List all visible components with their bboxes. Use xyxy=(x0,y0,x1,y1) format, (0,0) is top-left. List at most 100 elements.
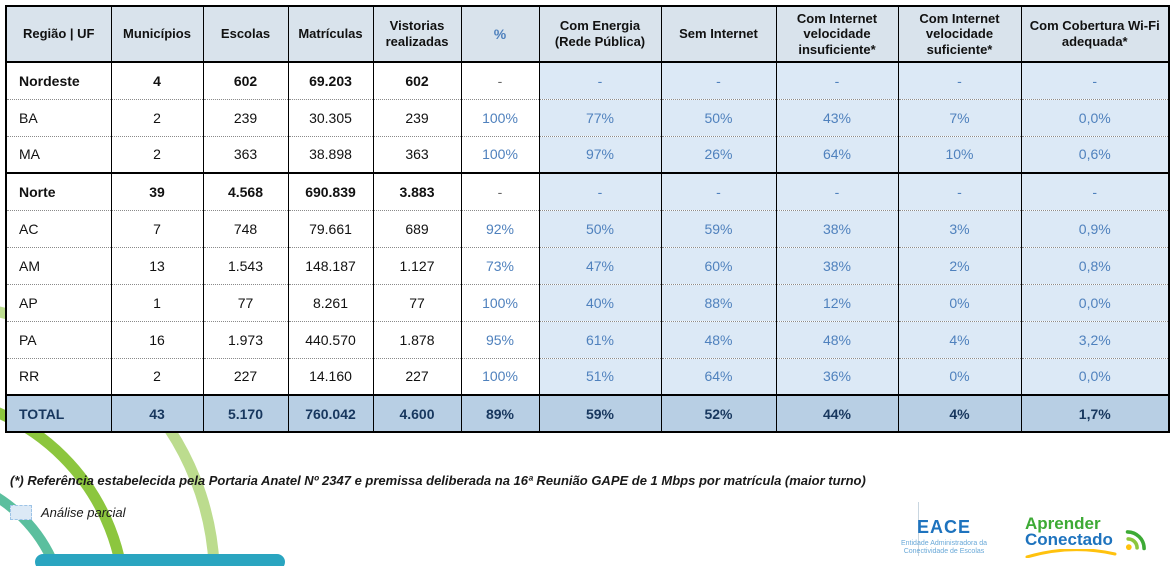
table-cell: 100% xyxy=(460,283,540,321)
table-cell: 30.305 xyxy=(287,98,374,136)
table-cell: 64% xyxy=(775,135,899,173)
aprender-label: Aprender xyxy=(1025,513,1101,533)
table-cell: 0,0% xyxy=(1020,357,1170,395)
table-cell: 38% xyxy=(775,246,899,284)
table-cell: 38.898 xyxy=(287,135,374,173)
eace-logo: EACE Entidade Administradora da Conectiv… xyxy=(889,517,999,558)
table-row-am: AM 13 1.543 148.187 1.127 73% 47% 60% 38% 2% 0,8% xyxy=(5,246,1170,284)
table-cell: - xyxy=(775,61,899,99)
table-cell: 1,7% xyxy=(1020,394,1170,432)
table-cell: 7 xyxy=(110,209,204,247)
table-cell: 43% xyxy=(775,98,899,136)
table-cell: - xyxy=(460,61,540,99)
table-cell: 2 xyxy=(110,135,204,173)
table-cell: 10% xyxy=(897,135,1022,173)
table-cell: 60% xyxy=(660,246,777,284)
table-cell: 12% xyxy=(775,283,899,321)
table-cell: 1 xyxy=(110,283,204,321)
aprender-conectado-text: Aprender Conectado xyxy=(1025,513,1117,558)
table-cell: 69.203 xyxy=(287,61,374,99)
table-cell: Nordeste xyxy=(5,61,112,99)
table-cell: 16 xyxy=(110,320,204,358)
table-cell: 97% xyxy=(538,135,662,173)
table-cell: 73% xyxy=(460,246,540,284)
table-cell: - xyxy=(1020,172,1170,210)
table-cell: - xyxy=(538,172,662,210)
table-cell: 48% xyxy=(660,320,777,358)
table-cell: 44% xyxy=(775,394,899,432)
eace-logo-subtitle: Entidade Administradora da Conectividade… xyxy=(901,539,987,556)
connectivity-table: Região | UF Municípios Escolas Matrículas Vi… xyxy=(5,5,1170,433)
table-cell: 4.568 xyxy=(202,172,289,210)
table-cell: 2 xyxy=(110,357,204,395)
table-cell: 2 xyxy=(110,98,204,136)
table-cell: 5.170 xyxy=(202,394,289,432)
table-cell: 1.543 xyxy=(202,246,289,284)
table-cell: 1.973 xyxy=(202,320,289,358)
table-cell: Norte xyxy=(5,172,112,210)
table-cell: 100% xyxy=(460,357,540,395)
table-cell: 59% xyxy=(660,209,777,247)
table-header-row: Região | UF Municípios Escolas Matrículas Vi… xyxy=(5,6,1170,63)
table-cell: - xyxy=(775,172,899,210)
table-cell: - xyxy=(1020,61,1170,99)
table-cell: 7% xyxy=(897,98,1022,136)
table-cell: 4.600 xyxy=(372,394,462,432)
table-cell: PA xyxy=(5,320,112,358)
table-row-total: TOTAL 43 5.170 760.042 4.600 89% 59% 52% 44% 4% 1,… xyxy=(5,394,1170,432)
table-cell: - xyxy=(897,172,1022,210)
table-cell: 50% xyxy=(538,209,662,247)
legend-label: Análise parcial xyxy=(41,505,126,520)
table-cell: 1.878 xyxy=(372,320,462,358)
table-cell: 92% xyxy=(460,209,540,247)
table-cell: - xyxy=(538,61,662,99)
legend: Análise parcial xyxy=(10,505,1173,520)
table-cell: 61% xyxy=(538,320,662,358)
table-cell: 52% xyxy=(660,394,777,432)
table-cell: 43 xyxy=(110,394,204,432)
table-cell: 363 xyxy=(372,135,462,173)
table-cell: TOTAL xyxy=(5,394,112,432)
table-cell: 3% xyxy=(897,209,1022,247)
table-cell: 0,8% xyxy=(1020,246,1170,284)
table-cell: 88% xyxy=(660,283,777,321)
decorative-teal-bar xyxy=(35,554,285,566)
table-cell: 77 xyxy=(372,283,462,321)
table-cell: 36% xyxy=(775,357,899,395)
table-cell: 0,9% xyxy=(1020,209,1170,247)
column-header-4: Vistorias realizadas xyxy=(372,6,462,63)
yellow-swoosh xyxy=(1025,549,1117,558)
table-cell: 239 xyxy=(372,98,462,136)
table-row-norte: Norte 39 4.568 690.839 3.883- - - - - - xyxy=(5,172,1170,210)
table-cell: - xyxy=(460,172,540,210)
table-cell: 602 xyxy=(202,61,289,99)
table-cell: 95% xyxy=(460,320,540,358)
legend-swatch xyxy=(10,505,32,520)
table-cell: - xyxy=(660,172,777,210)
table-cell: 0% xyxy=(897,357,1022,395)
table-cell: RR xyxy=(5,357,112,395)
table-cell: 760.042 xyxy=(287,394,374,432)
table-cell: AP xyxy=(5,283,112,321)
column-header-3: Matrículas xyxy=(287,6,374,63)
table-cell: 690.839 xyxy=(287,172,374,210)
table-cell: 40% xyxy=(538,283,662,321)
table-row-ac: AC 7 748 79.661 689 92% 50% 59% 38% 3% 0,9% xyxy=(5,209,1170,247)
table-row-rr: RR 2 227 14.160 227 100% 51% 64% 36% 0% 0,0% xyxy=(5,357,1170,395)
table-cell: 4% xyxy=(897,320,1022,358)
table-cell: 51% xyxy=(538,357,662,395)
table-cell: BA xyxy=(5,98,112,136)
table-cell: 59% xyxy=(538,394,662,432)
table-cell: 50% xyxy=(660,98,777,136)
table-cell: 79.661 xyxy=(287,209,374,247)
table-row-nordeste: Nordeste 4 602 69.203 602- - - - - - xyxy=(5,61,1170,99)
table-cell: 748 xyxy=(202,209,289,247)
table-cell: 148.187 xyxy=(287,246,374,284)
table-cell: 47% xyxy=(538,246,662,284)
table-cell: 239 xyxy=(202,98,289,136)
table-cell: 13 xyxy=(110,246,204,284)
table-cell: 689 xyxy=(372,209,462,247)
column-header-5: % xyxy=(460,6,540,63)
table-cell: - xyxy=(897,61,1022,99)
